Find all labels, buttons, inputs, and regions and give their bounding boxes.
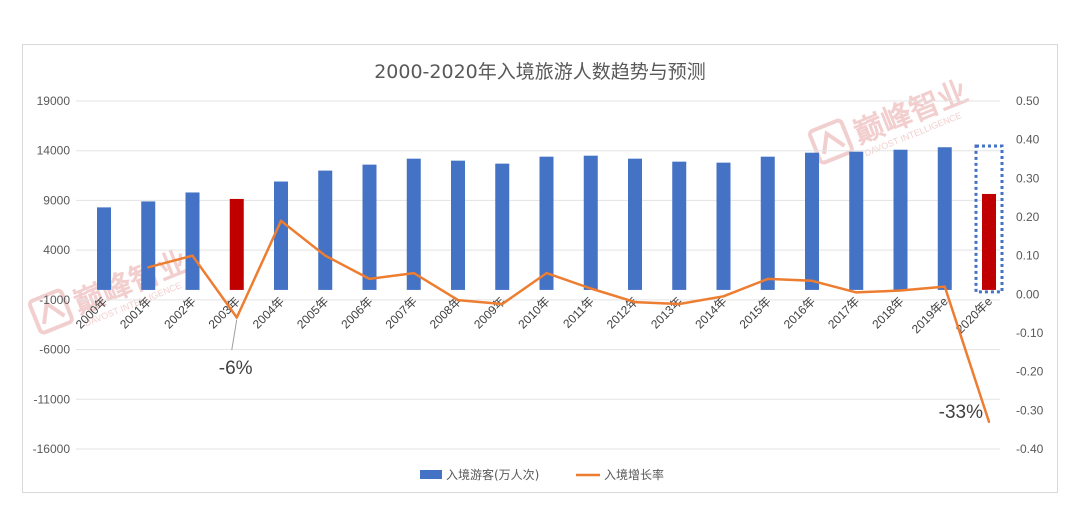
y-right-tick-label: 0.30 bbox=[1016, 171, 1040, 185]
y-right-tick-label: -0.40 bbox=[1016, 442, 1044, 456]
growth-rate-point bbox=[855, 291, 858, 294]
y-left-tick-label: 19000 bbox=[37, 94, 71, 108]
annotation-leader bbox=[231, 319, 238, 351]
y-right-tick-label: 0.10 bbox=[1016, 249, 1040, 263]
legend-label: 入境游客(万人次) bbox=[446, 467, 539, 482]
growth-rate-point bbox=[279, 219, 283, 223]
growth-rate-point bbox=[191, 254, 194, 257]
y-right-tick-label: 0.00 bbox=[1016, 287, 1040, 301]
annotation-label: -6% bbox=[219, 358, 253, 379]
bar bbox=[937, 147, 952, 290]
y-left-tick-label: -11000 bbox=[34, 392, 71, 406]
growth-rate-point bbox=[899, 289, 902, 292]
growth-rate-point bbox=[368, 277, 371, 281]
bar bbox=[716, 162, 731, 290]
growth-rate-point bbox=[589, 287, 592, 290]
y-left-tick-label: -1000 bbox=[39, 293, 70, 307]
y-right-tick-label: 0.50 bbox=[1016, 94, 1040, 108]
bar bbox=[672, 161, 687, 290]
y-right-tick-label: -0.20 bbox=[1016, 365, 1044, 379]
growth-rate-point bbox=[501, 302, 504, 306]
y-left-tick-label: 9000 bbox=[43, 193, 70, 207]
bar bbox=[628, 158, 642, 290]
bar bbox=[185, 192, 200, 290]
bar bbox=[760, 156, 775, 290]
bar bbox=[805, 152, 819, 290]
growth-rate-point bbox=[766, 277, 769, 281]
bar bbox=[893, 149, 908, 290]
watermark-logo-mark bbox=[27, 288, 74, 335]
bar bbox=[318, 170, 333, 290]
y-left-tick-label: -6000 bbox=[39, 343, 70, 357]
growth-rate-point bbox=[678, 302, 681, 306]
watermark-logo-peak bbox=[822, 130, 846, 155]
growth-rate-point bbox=[810, 279, 814, 282]
watermark-logo-mark bbox=[807, 118, 854, 165]
growth-rate-point bbox=[987, 420, 991, 424]
bar bbox=[362, 164, 377, 290]
watermark-logo-peak bbox=[42, 300, 66, 325]
chart-title: 2000-2020年入境旅游人数趋势与预测 bbox=[374, 61, 706, 83]
bar bbox=[406, 158, 421, 290]
annotation-label: -33% bbox=[939, 402, 983, 423]
growth-rate-line bbox=[147, 219, 991, 423]
y-right-tick-label: 0.40 bbox=[1016, 133, 1040, 147]
legend: 入境游客(万人次) 入境增长率 bbox=[420, 467, 664, 482]
bar bbox=[583, 155, 598, 290]
bar bbox=[495, 163, 510, 290]
legend-swatch-bar bbox=[420, 470, 442, 479]
growth-rate-point bbox=[943, 285, 946, 288]
bar bbox=[451, 160, 465, 290]
bar bbox=[141, 201, 156, 290]
bar bbox=[849, 151, 864, 290]
y-right-tick-label: 0.20 bbox=[1016, 210, 1040, 224]
growth-rate-point bbox=[235, 316, 238, 319]
growth-rate-point bbox=[147, 266, 150, 269]
y-right-tick-label: -0.30 bbox=[1016, 403, 1044, 417]
growth-rate-point bbox=[412, 271, 415, 275]
bar bbox=[97, 207, 111, 290]
forecast-box bbox=[974, 144, 1004, 294]
y-left-tick-label: 14000 bbox=[37, 144, 71, 158]
y-right-tick-label: -0.10 bbox=[1016, 326, 1044, 340]
growth-rate-point bbox=[633, 300, 637, 304]
growth-rate-point bbox=[545, 271, 548, 275]
growth-rate-point bbox=[722, 295, 725, 298]
y-left-tick-label: -16000 bbox=[33, 442, 71, 456]
bar bbox=[539, 156, 554, 290]
legend-label: 入境增长率 bbox=[604, 467, 664, 482]
bar bbox=[982, 193, 996, 290]
growth-rate-point bbox=[456, 298, 460, 302]
growth-rate-point bbox=[324, 254, 327, 257]
bar bbox=[229, 198, 244, 290]
bar bbox=[274, 181, 288, 290]
y-left-tick-label: 4000 bbox=[43, 243, 70, 257]
